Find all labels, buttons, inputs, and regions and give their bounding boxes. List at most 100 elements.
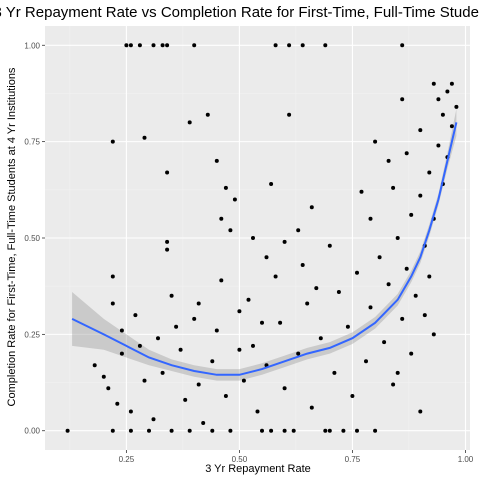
data-point [219, 216, 224, 221]
x-axis-ticks: 0.25 0.50 0.75 1.00 [119, 450, 474, 464]
data-point [137, 343, 142, 348]
data-point [228, 228, 233, 233]
data-point [264, 255, 269, 260]
data-point [282, 428, 287, 433]
data-point [355, 428, 359, 433]
data-point [377, 255, 382, 260]
data-point [142, 135, 147, 140]
data-point [368, 216, 373, 221]
data-point [350, 394, 355, 398]
data-point [300, 43, 305, 48]
data-point [296, 228, 301, 233]
data-point [214, 158, 219, 163]
data-point [345, 324, 350, 329]
data-point [151, 417, 156, 422]
data-point [187, 428, 192, 433]
data-point [386, 282, 391, 287]
data-point [431, 332, 436, 337]
y-tick-label: 0.50 [24, 234, 40, 243]
data-point [223, 394, 228, 398]
data-point [359, 189, 364, 194]
data-point [165, 239, 170, 244]
y-tick-label: 1.00 [24, 41, 40, 50]
data-point [269, 182, 274, 186]
data-point [128, 43, 133, 48]
data-point [449, 81, 454, 86]
data-point [101, 374, 106, 379]
data-point [309, 205, 314, 210]
data-point [418, 409, 423, 414]
data-point [400, 43, 405, 48]
data-point [165, 247, 170, 252]
data-point [210, 359, 215, 364]
data-point [327, 428, 332, 433]
data-point [409, 212, 414, 217]
data-point [400, 97, 405, 102]
data-point [237, 347, 242, 352]
data-point [314, 286, 319, 291]
data-point [323, 428, 328, 433]
data-point [246, 297, 251, 302]
data-point [165, 170, 170, 175]
data-point [332, 370, 337, 375]
x-tick-label: 1.00 [458, 455, 474, 464]
data-point [373, 428, 378, 433]
data-point [192, 43, 197, 48]
data-point [232, 197, 237, 202]
data-point [273, 274, 278, 279]
y-axis-title: Completion Rate for First-Time, Full-Tim… [6, 67, 18, 406]
data-point [160, 370, 165, 375]
smooth-line [71, 122, 458, 376]
data-point [137, 43, 142, 48]
data-point [124, 43, 129, 48]
data-point [110, 274, 115, 279]
grid-major [45, 26, 470, 450]
data-point [219, 278, 224, 283]
data-point [449, 124, 454, 129]
data-point [323, 43, 328, 48]
data-point [187, 120, 192, 125]
data-point [110, 428, 115, 433]
data-point [196, 301, 201, 306]
data-point [445, 89, 450, 94]
data-point [404, 151, 409, 156]
data-point [422, 313, 427, 318]
data-point [65, 428, 70, 433]
x-tick-label: 0.25 [119, 455, 135, 464]
data-point [128, 428, 133, 433]
x-axis-title: 3 Yr Repayment Rate [205, 463, 311, 475]
data-point [147, 428, 151, 433]
data-point [156, 336, 160, 341]
data-point [395, 370, 400, 375]
y-tick-label: 0.25 [24, 330, 40, 339]
data-point [373, 139, 378, 144]
data-point [119, 328, 124, 333]
data-point [178, 347, 183, 352]
data-point [133, 313, 138, 318]
data-point [223, 185, 228, 190]
data-point [260, 320, 264, 325]
data-point [115, 401, 120, 406]
data-point [228, 428, 233, 433]
data-point [128, 409, 133, 414]
data-point [391, 382, 396, 387]
data-point [151, 43, 156, 48]
data-point [300, 263, 305, 267]
data-point [404, 266, 409, 271]
data-point [386, 158, 391, 163]
data-point [287, 112, 292, 117]
data-point [165, 43, 170, 48]
data-point [192, 316, 197, 321]
data-point [391, 185, 396, 190]
y-tick-label: 0.00 [24, 427, 40, 436]
data-point [251, 343, 255, 348]
data-point [273, 43, 278, 48]
data-point [413, 293, 418, 298]
data-point [382, 340, 387, 345]
data-point [355, 270, 359, 275]
data-point [210, 428, 215, 433]
data-point [436, 97, 441, 102]
data-point [110, 139, 115, 144]
data-point [287, 43, 292, 48]
